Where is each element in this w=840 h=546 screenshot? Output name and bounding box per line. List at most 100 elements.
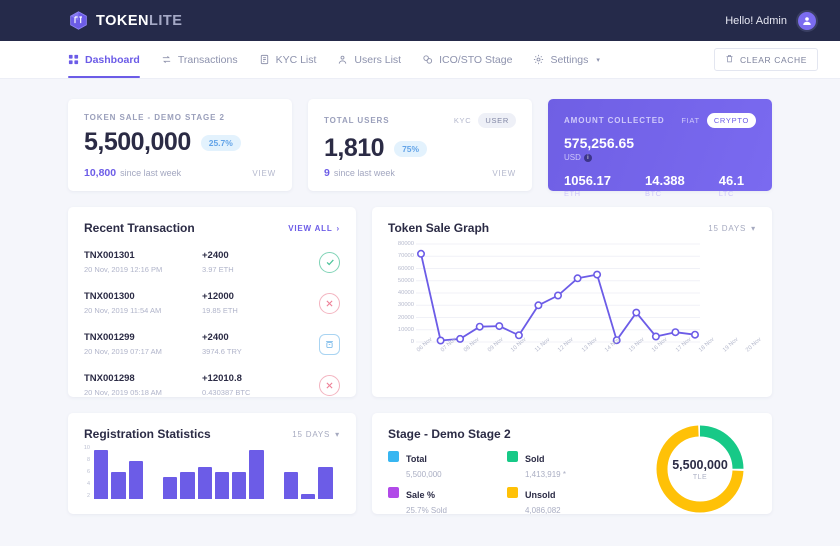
legend-color-swatch (507, 487, 518, 498)
chevron-down-icon: ▾ (596, 56, 600, 64)
close-circle-icon[interactable] (319, 374, 340, 396)
legend-item: Sale % 25.7% Sold (388, 485, 473, 514)
nav-item-label: Transactions (177, 53, 238, 66)
toggle-option-fiat[interactable]: FIAT (681, 116, 700, 125)
info-icon[interactable]: i (583, 153, 592, 162)
card-header: TOTAL USERS KYC USER (324, 113, 516, 128)
amount-collected-card: AMOUNT COLLECTED FIAT CRYPTO 575,256.65 … (548, 99, 772, 198)
donut-segment (656, 425, 744, 513)
card-footer: 9 since last week VIEW (324, 167, 516, 179)
view-link[interactable]: VIEW (492, 168, 516, 178)
transaction-amount-info: +2400 3.97 ETH (202, 250, 297, 274)
crypto-value: 46.1 (718, 173, 745, 188)
panel-title: Registration Statistics (84, 427, 211, 441)
users-icon (337, 54, 348, 65)
nav-item-ico-sto-stage[interactable]: ICO/STO Stage (422, 41, 512, 78)
check-circle-icon[interactable] (319, 251, 340, 273)
stage-body: Total 5,500,000 Sold 1,413,919 * Sale % … (372, 441, 772, 514)
crypto-eth: 1056.17 ETH (564, 173, 611, 198)
toggle-option-crypto[interactable]: CRYPTO (706, 113, 756, 128)
table-row[interactable]: TNX001301 20 Nov, 2019 12:16 PM +2400 3.… (84, 241, 340, 282)
bar-chart-bar (128, 461, 143, 499)
y-tick-label: 2 (86, 493, 90, 499)
y-tick-label: 10000 (397, 326, 414, 333)
transaction-amount: +12010.8 (202, 373, 242, 384)
user-avatar-icon[interactable] (796, 9, 818, 32)
bar-chart-bar (301, 493, 316, 499)
table-row[interactable]: TNX001298 20 Nov, 2019 05:18 AM +12010.8… (84, 364, 340, 405)
transaction-list: TNX001301 20 Nov, 2019 12:16 PM +2400 3.… (68, 235, 356, 405)
registration-range-select[interactable]: 15 DAYS ▾ (292, 430, 340, 439)
token-sale-graph-panel: Token Sale Graph 15 DAYS ▾ 80000 70000 600… (372, 207, 772, 397)
amount-value: 575,256.65 (564, 135, 635, 151)
bar-chart-bar (232, 472, 247, 499)
clear-cache-button[interactable]: CLEAR CACHE (713, 48, 818, 71)
status-badge[interactable] (319, 251, 340, 273)
panel-title: Recent Transaction (84, 221, 195, 235)
crypto-value: 14.388 (645, 173, 685, 188)
bar-chart-bar (249, 450, 264, 499)
donut-center-label: 5,500,000 TLE (652, 421, 748, 514)
bar-chart-bar (163, 477, 178, 499)
recent-transactions-panel: Recent Transaction VIEW ALL › TNX001301 … (68, 207, 356, 397)
amount-currency-row: USD i (564, 153, 756, 162)
chevron-down-icon: ▾ (335, 429, 340, 439)
total-users-value: 1,810 (324, 134, 385, 162)
view-all-button[interactable]: VIEW ALL › (288, 224, 340, 233)
status-badge[interactable] (319, 292, 340, 314)
legend-color-swatch (507, 451, 518, 462)
transaction-amount: +12000 (202, 291, 234, 302)
nav-item-users-list[interactable]: Users List (337, 41, 401, 78)
close-circle-icon[interactable] (319, 292, 340, 314)
kyc-user-toggle[interactable]: KYC USER (454, 113, 516, 128)
y-tick-label: 0 (410, 339, 414, 345)
user-area[interactable]: Hello! Admin (725, 9, 818, 32)
archive-icon[interactable] (319, 333, 340, 355)
bar-chart-bar (94, 450, 109, 499)
legend-value: 4,086,082 (525, 506, 561, 514)
legend-text: Total 5,500,000 (406, 449, 442, 479)
nav-item-kyc-list[interactable]: KYC List (259, 41, 316, 78)
y-tick-label: 4 (86, 481, 90, 487)
nav-item-label: Dashboard (85, 53, 140, 66)
legend-label: Total (406, 454, 427, 464)
main-navigation: Dashboard Transactions KYC List Users Li… (0, 41, 840, 79)
token-sale-value: 5,500,000 (84, 128, 191, 156)
toggle-option-user[interactable]: USER (478, 113, 516, 128)
transaction-amount-info: +2400 3974.6 TRY (202, 332, 297, 356)
legend-color-swatch (388, 451, 399, 462)
bottom-row: Registration Statistics 15 DAYS ▾ 10 8 6 4 2… (68, 413, 772, 514)
graph-range-select[interactable]: 15 DAYS ▾ (708, 224, 756, 233)
bar-chart-body: 10 8 6 4 2 (68, 441, 356, 501)
range-label: 15 DAYS (708, 223, 747, 233)
status-badge[interactable] (319, 374, 340, 396)
line-chart-svg (416, 243, 700, 345)
table-row[interactable]: TNX001299 20 Nov, 2019 07:17 AM +2400 39… (84, 323, 340, 364)
nav-item-dashboard[interactable]: Dashboard (68, 41, 140, 78)
toggle-option-kyc[interactable]: KYC (453, 116, 472, 125)
crypto-value: 1056.17 (564, 173, 611, 188)
crypto-label: LTC (718, 189, 734, 198)
status-badge[interactable] (319, 333, 340, 355)
y-tick-label: 40000 (397, 290, 414, 296)
crypto-btc: 14.388 BTC (645, 173, 685, 198)
value-row: 1,810 75% (324, 134, 516, 163)
transaction-info: TNX001301 20 Nov, 2019 12:16 PM (84, 250, 202, 274)
fiat-crypto-toggle[interactable]: FIAT CRYPTO (681, 113, 756, 128)
nav-item-transactions[interactable]: Transactions (161, 41, 238, 78)
transaction-crypto-amount: 19.85 ETH (202, 306, 238, 315)
transaction-info: TNX001299 20 Nov, 2019 07:17 AM (84, 332, 202, 356)
nav-item-settings[interactable]: Settings ▾ (533, 41, 600, 78)
x-axis-labels: 06 Nov 07 Nov 08 Nov 09 Nov 10 Nov 11 Nov 12 N… (416, 337, 764, 355)
brand-logo-area[interactable]: TOKENLITE (68, 10, 182, 31)
panel-header: Stage - Demo Stage 2 (372, 413, 772, 441)
table-row[interactable]: TNX001300 20 Nov, 2019 11:54 AM +12000 1… (84, 282, 340, 323)
donut-value: 5,500,000 (672, 457, 728, 472)
trash-icon (725, 54, 734, 65)
view-link[interactable]: VIEW (252, 168, 276, 178)
legend-text: Unsold 4,086,082 (525, 485, 561, 514)
card-header: AMOUNT COLLECTED FIAT CRYPTO (564, 113, 756, 128)
donut-unit: TLE (692, 473, 708, 481)
legend-value: 25.7% Sold (406, 506, 447, 514)
legend-color-swatch (388, 487, 399, 498)
